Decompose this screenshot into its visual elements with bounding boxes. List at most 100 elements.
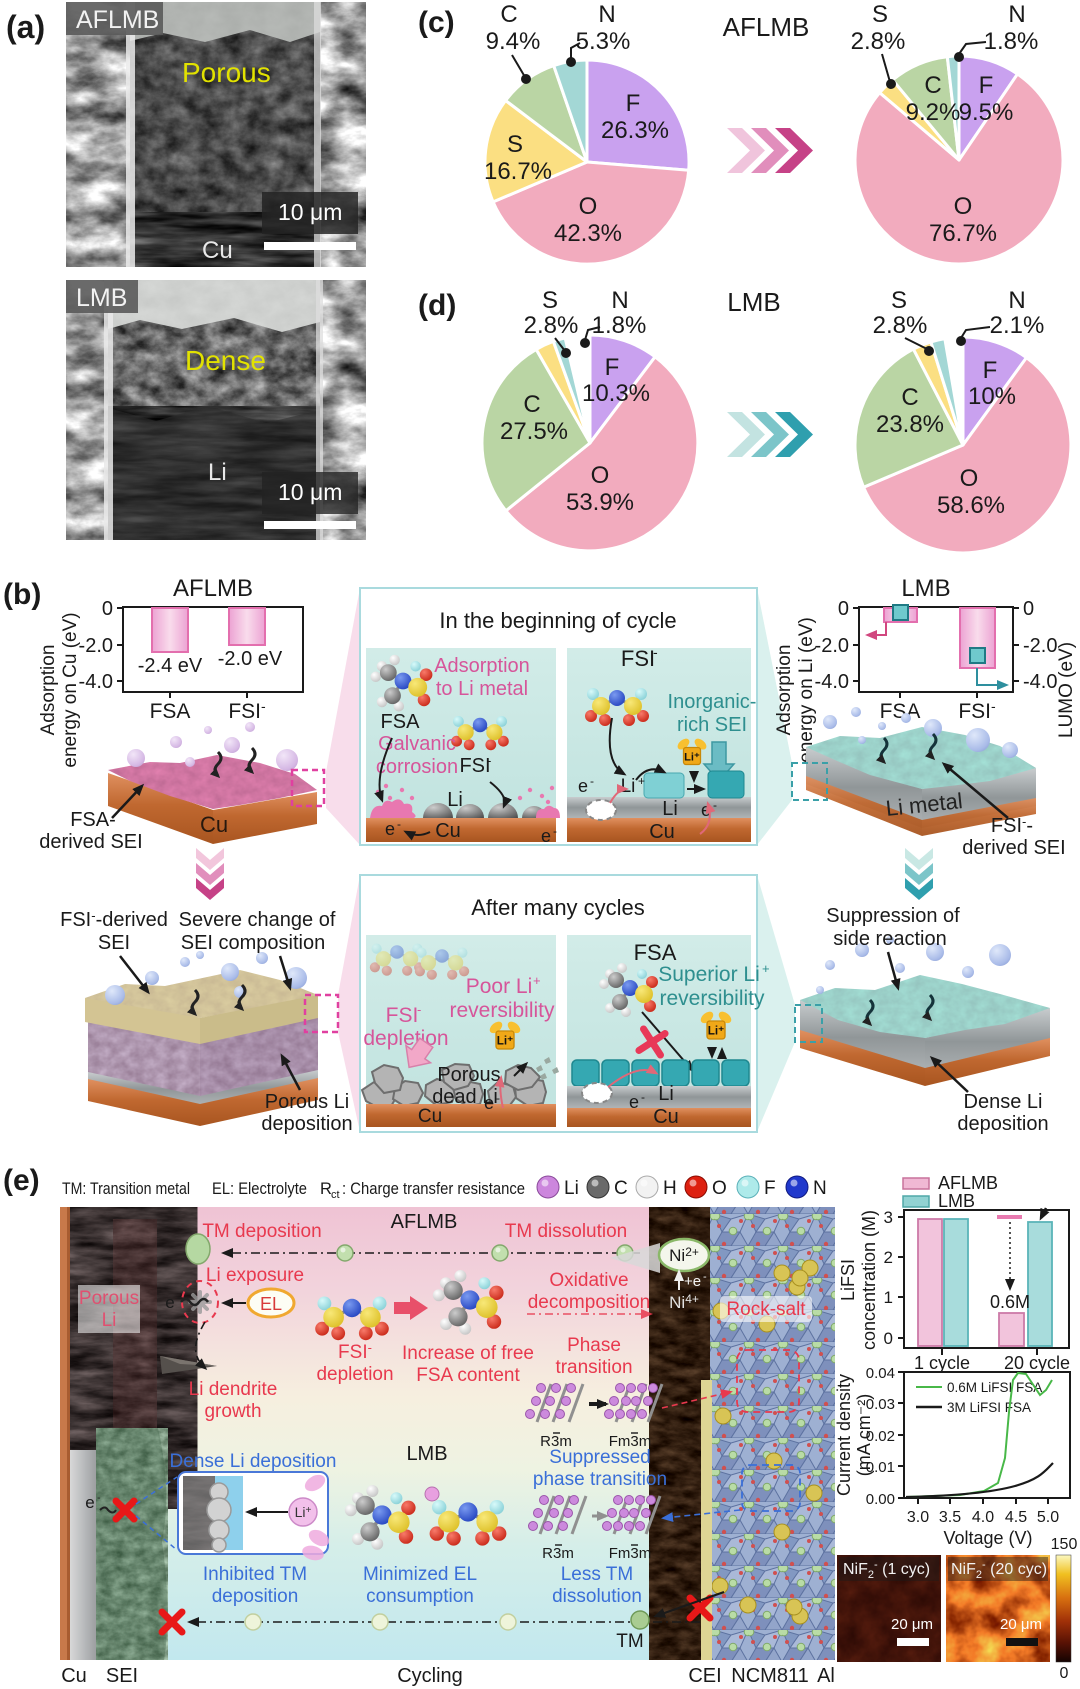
svg-text:FSI: FSI [386, 1004, 419, 1027]
svg-text:F: F [983, 357, 998, 384]
svg-text:Cu: Cu [649, 821, 675, 843]
svg-text:(d): (d) [418, 289, 456, 322]
svg-text:e: e [165, 1293, 174, 1312]
svg-text:Adsorption: Adsorption [774, 645, 795, 736]
svg-text:-: - [641, 1090, 645, 1104]
svg-text:FSI-: FSI- [228, 698, 266, 723]
svg-text:N: N [611, 287, 628, 314]
svg-text:FSA: FSA [381, 711, 421, 733]
svg-text:After many cycles: After many cycles [471, 895, 645, 920]
svg-text:Cu: Cu [653, 1106, 679, 1128]
svg-text:(mA cm⁻²): (mA cm⁻²) [854, 1394, 874, 1477]
svg-text:C: C [523, 391, 540, 418]
svg-text:side reaction: side reaction [833, 928, 946, 950]
svg-text:Galvanic: Galvanic [378, 733, 456, 755]
svg-text:Li dendrite: Li dendrite [189, 1379, 278, 1400]
svg-text:Less TM: Less TM [561, 1564, 634, 1585]
svg-text:0.03: 0.03 [866, 1396, 895, 1413]
svg-text:SEI composition: SEI composition [181, 932, 326, 954]
svg-text:: Charge transfer resistance: : Charge transfer resistance [342, 1180, 525, 1198]
svg-text:FSI--derived: FSI--derived [60, 908, 168, 931]
svg-text:0.6M LiFSI FSA: 0.6M LiFSI FSA [947, 1380, 1042, 1395]
svg-text:S: S [872, 1, 888, 28]
svg-text:LiFSI: LiFSI [838, 1259, 858, 1301]
svg-text:1: 1 [884, 1288, 893, 1307]
svg-text:EL: Electrolyte: EL: Electrolyte [212, 1180, 307, 1198]
svg-text:deposition: deposition [261, 1113, 352, 1135]
svg-text:phase transition: phase transition [533, 1469, 667, 1490]
svg-text:+: + [762, 961, 770, 976]
svg-text:FSI--: FSI-- [991, 814, 1033, 837]
svg-text:Increase of free: Increase of free [402, 1343, 534, 1364]
svg-text:R3m: R3m [542, 1545, 574, 1562]
svg-text:S: S [542, 287, 558, 314]
svg-text:growth: growth [204, 1401, 261, 1422]
svg-text:Oxidative: Oxidative [549, 1270, 628, 1291]
svg-text:dissolution: dissolution [552, 1586, 642, 1607]
svg-text:S: S [891, 287, 907, 314]
svg-text:2.8%: 2.8% [851, 28, 906, 55]
svg-text:2: 2 [884, 1248, 893, 1267]
svg-text:S: S [507, 131, 523, 158]
svg-text:Li: Li [662, 798, 678, 820]
svg-text:C: C [924, 72, 941, 99]
svg-text:reversibility: reversibility [449, 999, 555, 1022]
svg-text:F: F [605, 354, 620, 381]
svg-text:TM: Transition metal: TM: Transition metal [62, 1180, 190, 1198]
svg-text:0: 0 [102, 598, 113, 620]
svg-text:0: 0 [1023, 598, 1034, 620]
svg-text:TM deposition: TM deposition [202, 1221, 321, 1242]
svg-text:0.6M: 0.6M [990, 1292, 1030, 1312]
svg-text:EL: EL [260, 1294, 282, 1314]
svg-text:NCM811: NCM811 [731, 1665, 808, 1687]
svg-text:derived SEI: derived SEI [39, 831, 142, 853]
svg-text:Adsorption: Adsorption [38, 645, 59, 736]
svg-text:e: e [629, 1092, 639, 1112]
svg-text:-: - [177, 1292, 181, 1304]
svg-text:2.1%: 2.1% [990, 312, 1045, 339]
svg-text:-2.0 eV: -2.0 eV [218, 648, 283, 670]
svg-text:O: O [954, 193, 973, 220]
svg-text:-: - [703, 1271, 707, 1283]
svg-text:SEI: SEI [98, 932, 130, 954]
svg-text:energy on Li (eV): energy on Li (eV) [796, 617, 817, 763]
svg-text:Adsorption: Adsorption [434, 655, 530, 677]
svg-text:SEI: SEI [106, 1665, 138, 1687]
svg-text:LMB: LMB [76, 284, 127, 312]
svg-text:3: 3 [884, 1208, 893, 1227]
svg-text:FSA-: FSA- [70, 809, 116, 831]
svg-text:FSA content: FSA content [416, 1365, 520, 1386]
svg-text:Cu: Cu [435, 820, 461, 842]
svg-text:16.7%: 16.7% [484, 158, 552, 185]
svg-text:C: C [614, 1178, 628, 1199]
svg-text:(a): (a) [6, 9, 45, 45]
svg-text:10 μm: 10 μm [278, 479, 342, 505]
svg-text:0.01: 0.01 [866, 1459, 895, 1476]
svg-text:FSI-: FSI- [338, 1340, 372, 1363]
svg-text:Al: Al [817, 1665, 835, 1687]
svg-text:LMB: LMB [938, 1191, 975, 1211]
svg-text:Li: Li [658, 1083, 674, 1105]
svg-text:53.9%: 53.9% [566, 489, 634, 516]
svg-text:4.5: 4.5 [1005, 1509, 1027, 1526]
svg-text:10%: 10% [968, 383, 1016, 410]
svg-text:Minimized EL: Minimized EL [363, 1564, 477, 1585]
svg-text:F: F [979, 72, 994, 99]
svg-text:3.5: 3.5 [939, 1509, 961, 1526]
svg-text:Fm3m: Fm3m [609, 1433, 652, 1450]
svg-text:0.00: 0.00 [866, 1491, 895, 1508]
svg-text:20 μm: 20 μm [1000, 1616, 1042, 1633]
svg-text:+e: +e [684, 1273, 701, 1290]
svg-text:rich SEI: rich SEI [677, 714, 747, 736]
svg-text:TM: TM [616, 1631, 643, 1652]
svg-text:e: e [484, 1093, 494, 1113]
svg-text:corrosion: corrosion [376, 756, 458, 778]
svg-text:Dense Li deposition: Dense Li deposition [170, 1451, 337, 1472]
svg-text:decomposition: decomposition [528, 1292, 651, 1313]
svg-text:58.6%: 58.6% [937, 492, 1005, 519]
svg-text:Li exposure: Li exposure [206, 1265, 304, 1286]
svg-text:FSA: FSA [150, 700, 191, 723]
svg-text:-2.4 eV: -2.4 eV [138, 655, 203, 677]
svg-text:AFLMB: AFLMB [938, 1173, 998, 1193]
svg-text:e: e [578, 776, 588, 796]
